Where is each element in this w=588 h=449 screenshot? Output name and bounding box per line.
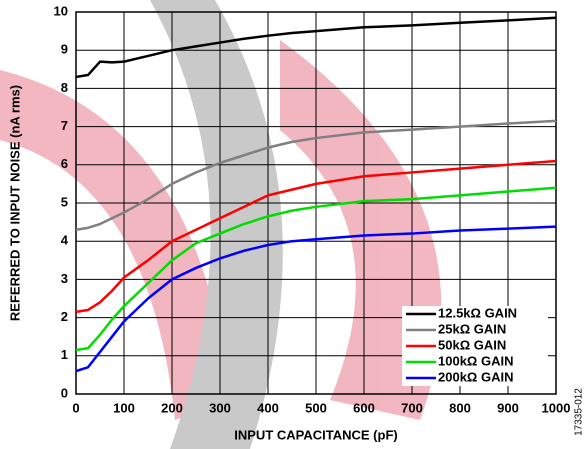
y-tick-label: 9 bbox=[61, 42, 68, 57]
x-tick-label: 200 bbox=[161, 400, 183, 415]
y-tick-label: 8 bbox=[61, 80, 68, 95]
y-tick-label: 6 bbox=[61, 156, 68, 171]
x-tick-label: 900 bbox=[497, 400, 519, 415]
y-axis-label: REFERRED TO INPUT NOISE (nA rms) bbox=[7, 85, 22, 321]
legend-label: 100kΩ GAIN bbox=[438, 353, 513, 368]
legend-label: 25kΩ GAIN bbox=[438, 321, 506, 336]
x-tick-label: 300 bbox=[209, 400, 231, 415]
watermark bbox=[0, 0, 442, 449]
x-axis-label: INPUT CAPACITANCE (pF) bbox=[234, 427, 397, 442]
x-tick-label: 700 bbox=[401, 400, 423, 415]
y-tick-label: 4 bbox=[61, 233, 69, 248]
series-line bbox=[75, 186, 557, 352]
x-tick-label: 600 bbox=[353, 400, 375, 415]
x-tick-label: 1000 bbox=[542, 400, 571, 415]
x-tick-label: 0 bbox=[72, 400, 79, 415]
plot-frame bbox=[75, 11, 557, 395]
y-tick-label: 5 bbox=[61, 194, 68, 209]
legend-label: 12.5kΩ GAIN bbox=[438, 305, 517, 320]
series-line bbox=[75, 16, 557, 79]
legend-label: 50kΩ GAIN bbox=[438, 337, 506, 352]
figure-id: 17335-012 bbox=[574, 388, 585, 436]
series-line bbox=[75, 119, 557, 231]
x-tick-label: 500 bbox=[305, 400, 327, 415]
series-line bbox=[75, 225, 557, 373]
y-tick-label: 1 bbox=[61, 347, 68, 362]
y-tick-label: 10 bbox=[54, 3, 68, 18]
x-tick-label: 100 bbox=[113, 400, 135, 415]
x-tick-label: 800 bbox=[449, 400, 471, 415]
y-tick-label: 0 bbox=[61, 385, 68, 400]
x-tick-label: 400 bbox=[257, 400, 279, 415]
y-tick-label: 3 bbox=[61, 271, 68, 286]
y-tick-label: 2 bbox=[61, 309, 68, 324]
legend-label: 200kΩ GAIN bbox=[438, 369, 513, 384]
series-line bbox=[75, 159, 557, 314]
y-tick-label: 7 bbox=[61, 118, 68, 133]
